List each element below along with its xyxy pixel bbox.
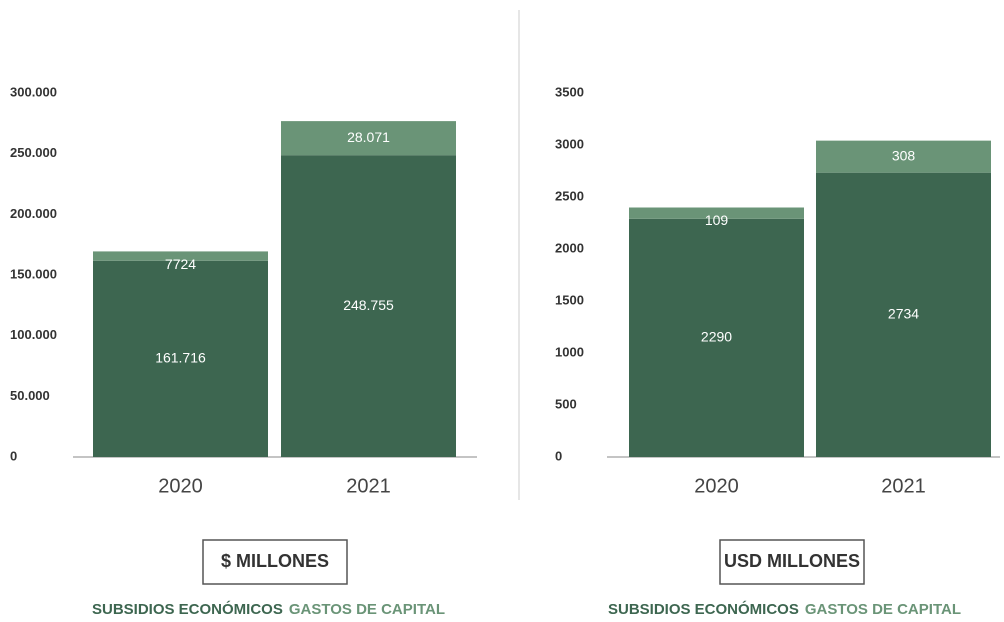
y-tick-label: 0: [555, 448, 562, 463]
value-label: 7724: [165, 256, 196, 272]
bar-segment: [93, 260, 268, 457]
unit-label: $ MILLONES: [221, 551, 329, 571]
y-tick-label: 2500: [555, 188, 584, 203]
legend: SUBSIDIOS ECONÓMICOS GASTOS DE CAPITAL: [92, 600, 445, 618]
x-tick-label: 2021: [881, 475, 926, 497]
y-tick-label: 500: [555, 396, 577, 411]
legend-entry: SUBSIDIOS ECONÓMICOS: [608, 600, 799, 618]
legend: SUBSIDIOS ECONÓMICOS GASTOS DE CAPITAL: [608, 600, 961, 618]
y-tick-label: 200.000: [10, 206, 57, 221]
y-tick-label: 0: [10, 448, 17, 463]
y-tick-label: 50.000: [10, 388, 50, 403]
value-label: 308: [892, 147, 916, 163]
value-label: 2290: [701, 329, 732, 345]
bar-segment: [93, 251, 268, 261]
y-tick-label: 3500: [555, 84, 584, 99]
value-label: 161.716: [155, 350, 206, 366]
legend-entry: GASTOS DE CAPITAL: [289, 601, 445, 618]
bar-segment: [816, 172, 991, 457]
unit-label: USD MILLONES: [724, 551, 860, 571]
bar-segment: [816, 140, 991, 173]
value-label: 109: [705, 212, 729, 228]
bar-segment: [281, 155, 456, 458]
unit-box: [202, 539, 348, 585]
x-tick-label: 2021: [346, 475, 391, 497]
bar-segment: [629, 218, 804, 457]
unit-box: [719, 539, 865, 585]
x-tick-label: 2020: [158, 475, 203, 497]
y-tick-label: 250.000: [10, 145, 57, 160]
y-tick-label: 1000: [555, 344, 584, 359]
value-label: 28.071: [347, 129, 390, 145]
legend-entry: GASTOS DE CAPITAL: [805, 601, 961, 618]
y-tick-label: 2000: [555, 240, 584, 255]
bar-segment: [629, 207, 804, 219]
y-tick-label: 150.000: [10, 266, 57, 281]
y-tick-label: 1500: [555, 292, 584, 307]
y-tick-label: 100.000: [10, 327, 57, 342]
value-label: 2734: [888, 306, 919, 322]
value-label: 248.755: [343, 297, 394, 313]
legend-entry: SUBSIDIOS ECONÓMICOS: [92, 600, 283, 618]
y-tick-label: 300.000: [10, 84, 57, 99]
x-tick-label: 2020: [694, 475, 739, 497]
bar-segment: [281, 121, 456, 156]
y-tick-label: 3000: [555, 136, 584, 151]
